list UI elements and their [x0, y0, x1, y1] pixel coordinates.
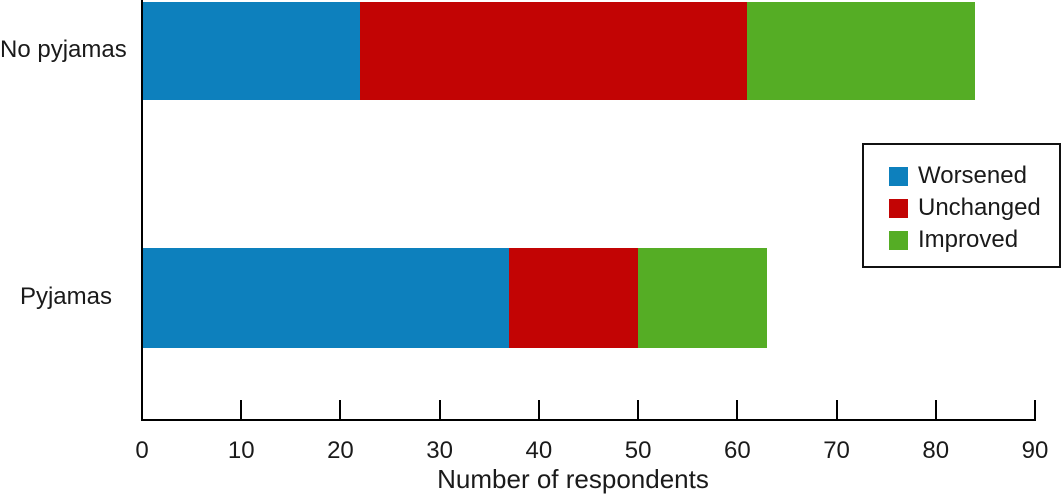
x-tick-label: 30 [426, 437, 453, 464]
x-tick [637, 400, 640, 420]
category-label: No pyjamas [0, 36, 127, 63]
x-tick-label: 80 [922, 437, 950, 464]
x-tick-label: 10 [227, 437, 255, 464]
x-tick-label: 90 [1021, 437, 1049, 464]
x-tick [141, 400, 143, 420]
x-tick [736, 400, 739, 420]
bar-segment-worsened [142, 248, 510, 348]
legend-label: Unchanged [918, 194, 1041, 221]
legend-swatch-worsened [889, 166, 908, 186]
bar-segment-worsened [142, 2, 361, 100]
legend-swatch-improved [889, 230, 908, 250]
legend-item: Improved [889, 224, 1059, 256]
category-label: Pyjamas [19, 283, 112, 310]
legend-swatch-unchanged [889, 198, 908, 218]
x-tick-label: 40 [525, 437, 553, 464]
x-tick [537, 400, 540, 420]
x-tick-label: 20 [327, 437, 354, 464]
x-axis-line [141, 419, 1036, 421]
legend-item: Unchanged [889, 192, 1059, 224]
bar-segment-improved [747, 2, 976, 100]
x-tick [934, 400, 937, 420]
x-tick [835, 400, 838, 420]
bar-segment-improved [638, 248, 768, 348]
legend-label: Improved [918, 226, 1019, 253]
x-tick-label: 50 [624, 437, 652, 464]
x-tick [240, 400, 243, 420]
x-tick [1034, 400, 1036, 420]
x-tick-label: 0 [135, 437, 149, 464]
bar-segment-unchanged [360, 2, 748, 100]
x-tick-label: 60 [723, 437, 751, 464]
bar-row [142, 2, 976, 100]
x-tick [438, 400, 441, 420]
y-axis-line [141, 0, 143, 421]
legend-item: Worsened [889, 160, 1059, 192]
bar-segment-unchanged [509, 248, 639, 348]
bar-row [142, 248, 768, 348]
legend-label: Worsened [918, 162, 1027, 189]
legend: Worsened Unchanged Improved [862, 143, 1061, 268]
x-tick-label: 70 [823, 437, 850, 464]
x-tick [339, 400, 342, 420]
x-axis-title: Number of respondents [437, 464, 709, 494]
